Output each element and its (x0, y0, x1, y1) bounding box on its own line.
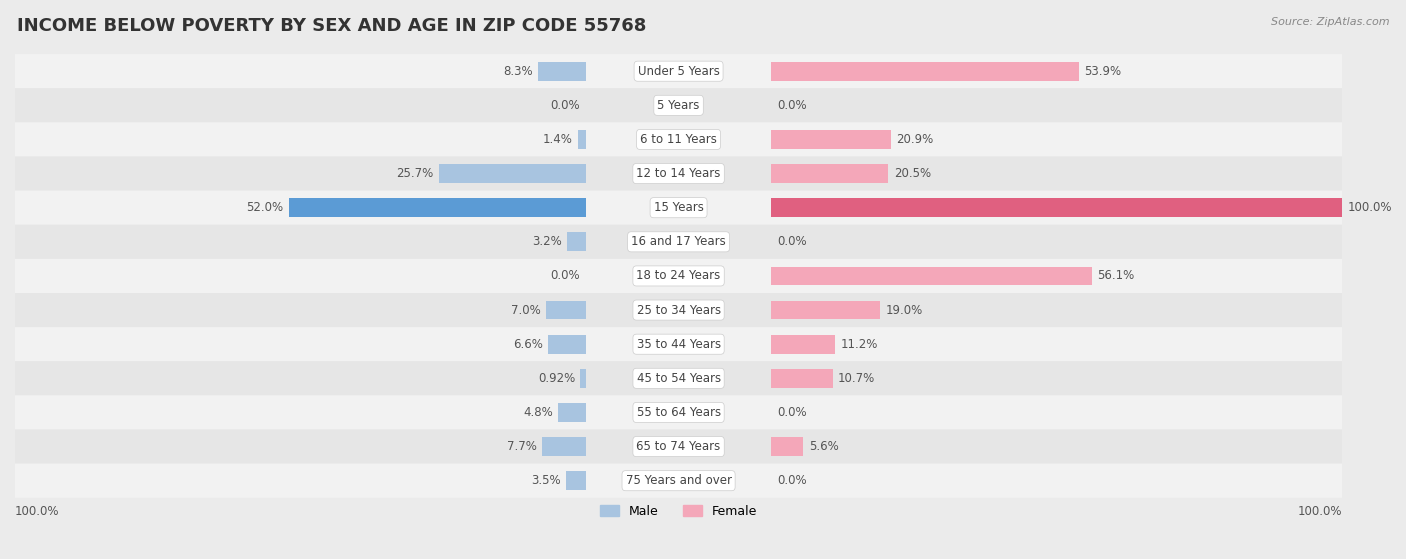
Bar (772, 198, 1343, 217)
Bar (558, 403, 586, 422)
Text: 12 to 14 Years: 12 to 14 Years (637, 167, 721, 180)
Text: 25 to 34 Years: 25 to 34 Years (637, 304, 721, 316)
Text: 3.5%: 3.5% (530, 474, 561, 487)
FancyBboxPatch shape (15, 361, 1343, 395)
Text: 6 to 11 Years: 6 to 11 Years (640, 133, 717, 146)
Text: 0.0%: 0.0% (776, 235, 807, 248)
Text: 0.0%: 0.0% (776, 406, 807, 419)
Text: 100.0%: 100.0% (15, 505, 59, 518)
Text: 5.6%: 5.6% (808, 440, 838, 453)
Bar (772, 130, 891, 149)
Text: 25.7%: 25.7% (396, 167, 433, 180)
Text: 100.0%: 100.0% (1298, 505, 1343, 518)
Text: 19.0%: 19.0% (886, 304, 922, 316)
Text: Source: ZipAtlas.com: Source: ZipAtlas.com (1271, 17, 1389, 27)
FancyBboxPatch shape (15, 225, 1343, 259)
Text: 56.1%: 56.1% (1097, 269, 1135, 282)
Text: 1.4%: 1.4% (543, 133, 572, 146)
Bar (772, 267, 1091, 285)
Text: 0.0%: 0.0% (776, 474, 807, 487)
Bar (541, 437, 586, 456)
FancyBboxPatch shape (15, 88, 1343, 122)
Text: 7.0%: 7.0% (510, 304, 540, 316)
Text: 100.0%: 100.0% (1347, 201, 1392, 214)
Text: 5 Years: 5 Years (658, 99, 700, 112)
Bar (288, 198, 586, 217)
Text: 20.5%: 20.5% (894, 167, 931, 180)
Bar (568, 233, 586, 251)
FancyBboxPatch shape (15, 54, 1343, 88)
Text: 20.9%: 20.9% (896, 133, 934, 146)
Text: 3.2%: 3.2% (533, 235, 562, 248)
Bar (548, 335, 586, 354)
Text: 53.9%: 53.9% (1084, 65, 1122, 78)
Text: 75 Years and over: 75 Years and over (626, 474, 731, 487)
Bar (578, 130, 586, 149)
Text: 52.0%: 52.0% (246, 201, 284, 214)
FancyBboxPatch shape (15, 395, 1343, 429)
Text: 45 to 54 Years: 45 to 54 Years (637, 372, 721, 385)
Text: 4.8%: 4.8% (523, 406, 553, 419)
FancyBboxPatch shape (15, 259, 1343, 293)
FancyBboxPatch shape (15, 429, 1343, 463)
FancyBboxPatch shape (15, 122, 1343, 157)
FancyBboxPatch shape (15, 157, 1343, 191)
Text: 7.7%: 7.7% (506, 440, 537, 453)
Text: 55 to 64 Years: 55 to 64 Years (637, 406, 721, 419)
Text: 18 to 24 Years: 18 to 24 Years (637, 269, 721, 282)
Text: 35 to 44 Years: 35 to 44 Years (637, 338, 721, 350)
Text: 10.7%: 10.7% (838, 372, 875, 385)
Text: Under 5 Years: Under 5 Years (638, 65, 720, 78)
Text: 0.0%: 0.0% (551, 99, 581, 112)
Text: INCOME BELOW POVERTY BY SEX AND AGE IN ZIP CODE 55768: INCOME BELOW POVERTY BY SEX AND AGE IN Z… (17, 17, 647, 35)
Text: 15 Years: 15 Years (654, 201, 703, 214)
Text: 6.6%: 6.6% (513, 338, 543, 350)
FancyBboxPatch shape (15, 327, 1343, 361)
Bar (772, 164, 889, 183)
Text: 16 and 17 Years: 16 and 17 Years (631, 235, 725, 248)
Bar (439, 164, 586, 183)
Text: 0.0%: 0.0% (551, 269, 581, 282)
Text: 11.2%: 11.2% (841, 338, 879, 350)
Bar (581, 369, 586, 388)
FancyBboxPatch shape (15, 293, 1343, 327)
Text: 0.0%: 0.0% (776, 99, 807, 112)
Bar (538, 62, 586, 80)
Bar (565, 471, 586, 490)
FancyBboxPatch shape (15, 191, 1343, 225)
Text: 0.92%: 0.92% (538, 372, 575, 385)
Legend: Male, Female: Male, Female (595, 500, 762, 523)
Bar (772, 437, 803, 456)
Text: 8.3%: 8.3% (503, 65, 533, 78)
Bar (772, 62, 1078, 80)
Text: 65 to 74 Years: 65 to 74 Years (637, 440, 721, 453)
Bar (772, 301, 880, 319)
Bar (772, 335, 835, 354)
FancyBboxPatch shape (15, 463, 1343, 498)
Bar (546, 301, 586, 319)
Bar (772, 369, 832, 388)
